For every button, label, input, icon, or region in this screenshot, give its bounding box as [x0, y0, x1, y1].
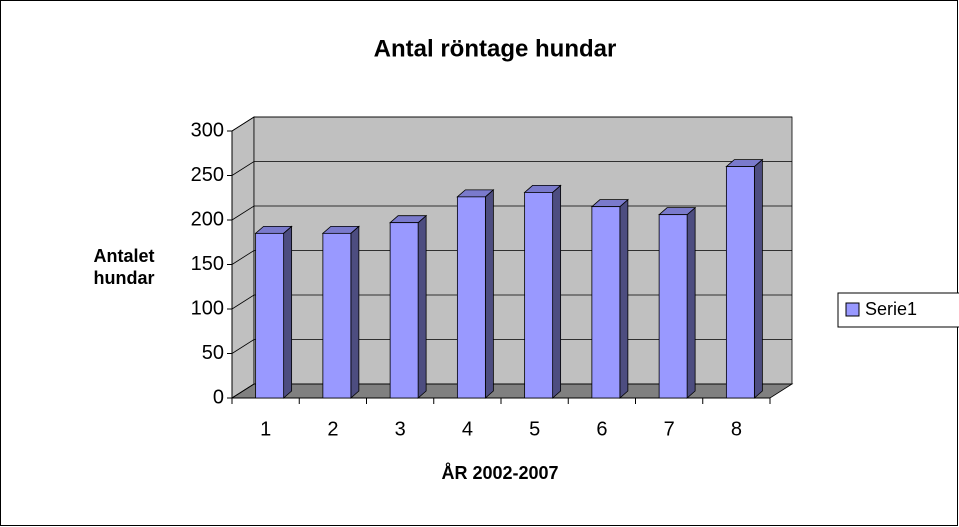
x-tick-label: 4 [462, 418, 473, 440]
x-tick-label: 3 [395, 418, 406, 440]
grid-line [231, 116, 792, 132]
legend-swatch [845, 302, 860, 317]
bar-side [283, 225, 293, 399]
bar [590, 198, 629, 399]
y-axis-title: Antalet hundar [93, 246, 154, 288]
bar [389, 214, 428, 399]
bar-front [255, 232, 285, 399]
x-tick-label: 1 [260, 418, 271, 440]
grid-line [231, 161, 792, 176]
x-tick-label: 6 [596, 418, 607, 440]
x-tick-label: 7 [664, 418, 675, 440]
bar-front [389, 222, 419, 399]
y-tick-label: 200 [191, 208, 224, 230]
y-tick-label: 100 [191, 297, 224, 319]
bar [456, 188, 495, 399]
bar-front [658, 214, 688, 399]
bar-front [322, 232, 352, 399]
y-tick-label: 150 [191, 253, 224, 275]
y-tick-label: 250 [191, 164, 224, 186]
legend-label: Serie1 [865, 299, 917, 319]
bar-front [591, 206, 621, 399]
bar [523, 184, 562, 399]
x-tick-label: 5 [529, 418, 540, 440]
legend-box [837, 292, 959, 328]
floor [230, 383, 794, 399]
bar-front [524, 192, 554, 399]
bar-front [456, 196, 486, 399]
chart-title: Antal röntage hundar [374, 35, 617, 62]
x-axis-title: ÅR 2002-2007 [441, 463, 558, 483]
bar-side [619, 198, 629, 399]
bar [725, 158, 764, 399]
bar [321, 225, 360, 399]
bar-side [686, 206, 696, 399]
bar-side [484, 188, 494, 399]
y-tick-label: 0 [213, 386, 224, 408]
bar-side [753, 158, 763, 399]
bar [658, 206, 697, 399]
bar-side [350, 225, 360, 399]
x-tick-label: 8 [731, 418, 742, 440]
y-tick-label: 50 [202, 342, 224, 364]
y-tick-label: 300 [191, 119, 224, 141]
bar-side [552, 184, 562, 399]
bar [254, 225, 293, 399]
bar-front [725, 166, 755, 399]
bar-side [417, 214, 427, 399]
x-tick-label: 2 [327, 418, 338, 440]
